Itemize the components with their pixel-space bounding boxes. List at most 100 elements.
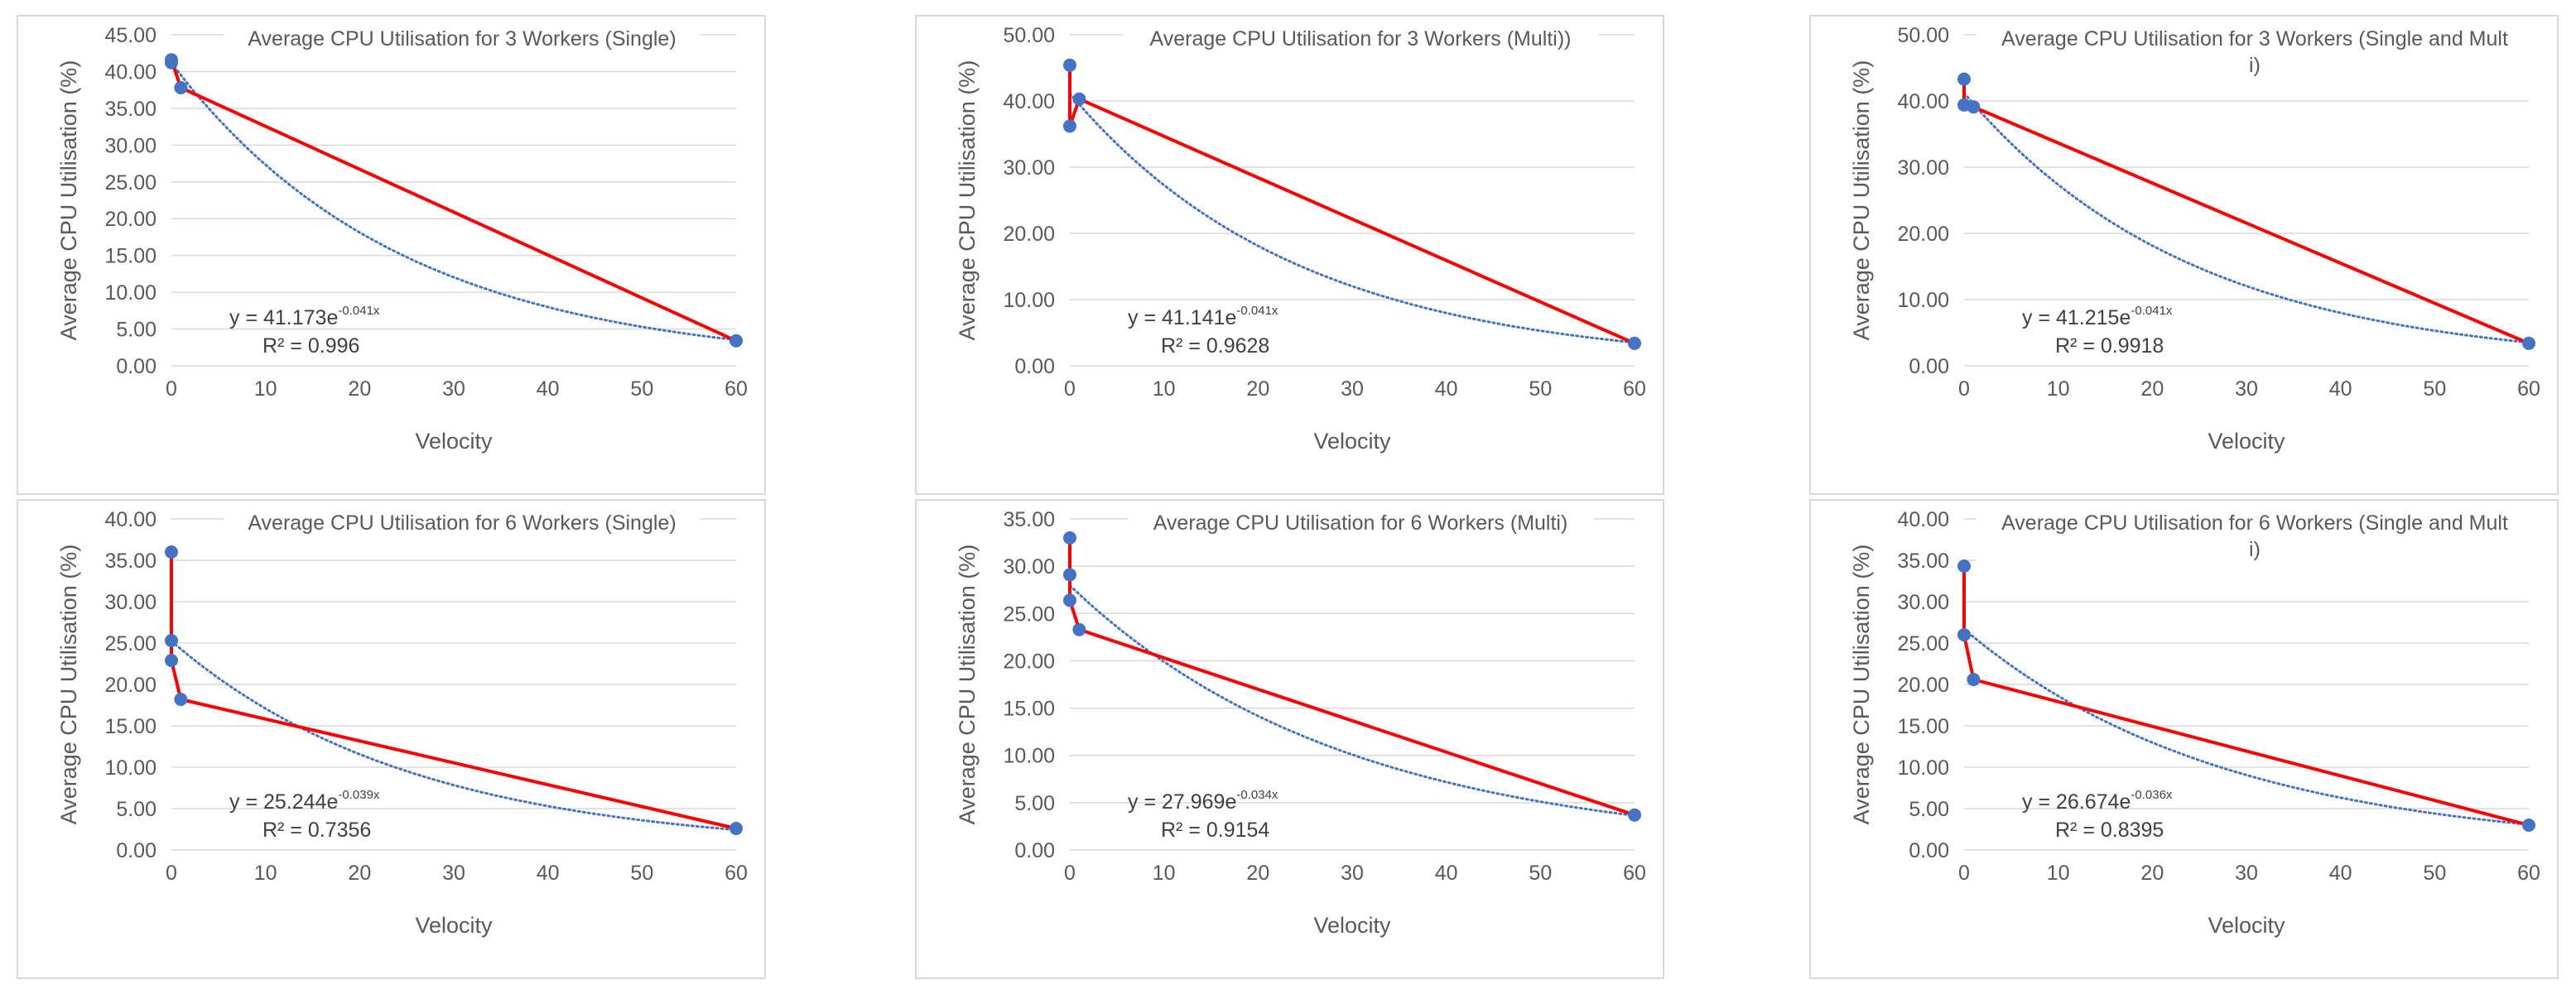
- y-tick-label: 0.00: [116, 839, 156, 862]
- x-tick-label: 10: [2047, 862, 2070, 885]
- x-tick-label: 30: [1341, 862, 1364, 885]
- x-tick-label: 10: [254, 377, 277, 401]
- y-tick-label: 0.00: [1909, 839, 1949, 862]
- chart-title-background: [224, 507, 701, 539]
- y-tick-label: 25.00: [104, 632, 156, 655]
- chart-title-background: [1976, 23, 2534, 81]
- y-tick-label: 0.00: [1014, 839, 1055, 862]
- y-axis-label: Average CPU Utilisation (%): [56, 60, 81, 341]
- y-tick-label: 20.00: [1003, 650, 1055, 673]
- data-point: [1957, 559, 1971, 573]
- data-point: [165, 53, 178, 67]
- chart-svg: 0.00 5.00 10.00 15.00 20.00 25.00 30.00 35.00 40…: [1849, 507, 2540, 938]
- trendline-r-squared: R² = 0.9628: [1161, 334, 1269, 358]
- data-point: [1072, 92, 1086, 106]
- data-point: [2522, 819, 2535, 832]
- data-point: [165, 654, 178, 667]
- chart-svg: 0.00 10.00 20.00 30.00 40.00 50.00 0 10 20 30 40 50…: [955, 23, 1646, 454]
- y-tick-label: 30.00: [1003, 555, 1055, 579]
- trendline-r-squared: R² = 0.996: [262, 334, 359, 358]
- y-tick-label: 20.00: [1897, 674, 1949, 697]
- data-point: [729, 822, 743, 835]
- x-tick-label: 30: [442, 862, 465, 885]
- x-tick-label: 60: [1623, 377, 1646, 401]
- data-point: [1063, 531, 1076, 545]
- x-tick-label: 10: [2047, 377, 2070, 401]
- x-tick-label: 10: [1153, 862, 1176, 885]
- chart-panel-3-workers-single-and-multi: 0.00 10.00 20.00 30.00 40.00 50.00 0 10 20 30 40 50…: [1809, 15, 2559, 495]
- y-tick-label: 35.00: [1897, 550, 1949, 573]
- data-point: [1957, 628, 1971, 641]
- trendline-exponential: [1068, 583, 1636, 817]
- y-tick-label: 25.00: [1003, 603, 1055, 626]
- y-tick-label: 20.00: [104, 674, 156, 697]
- chart-title-background: [1127, 507, 1594, 539]
- series-line: [1962, 79, 2530, 345]
- y-tick-label: 35.00: [104, 550, 156, 573]
- data-point: [1072, 622, 1086, 636]
- y-tick-label: 50.00: [1003, 24, 1055, 47]
- trendline-equation: y = 25.244e-0.039x: [229, 788, 380, 814]
- y-tick-label: 20.00: [104, 208, 156, 231]
- y-tick-label: 0.00: [116, 355, 156, 378]
- x-tick-label: 30: [2235, 862, 2258, 885]
- x-axis-label: Velocity: [1313, 913, 1391, 938]
- x-tick-label: 50: [630, 377, 653, 401]
- trendline-equation: y = 41.141e-0.041x: [1128, 304, 1278, 329]
- chart-title-background: [1122, 23, 1599, 55]
- chart-panel-3-workers-multi: 0.00 10.00 20.00 30.00 40.00 50.00 0 10 20 30 40 50…: [915, 15, 1664, 495]
- data-point: [174, 693, 188, 706]
- x-axis-label: Velocity: [2208, 913, 2285, 938]
- y-axis-label: Average CPU Utilisation (%): [56, 545, 81, 825]
- x-tick-label: 20: [2140, 862, 2164, 885]
- chart-svg: 0.00 5.00 10.00 15.00 20.00 25.00 30.00 35.00 40…: [56, 23, 748, 454]
- x-tick-label: 30: [442, 377, 465, 401]
- y-axis-label: Average CPU Utilisation (%): [1849, 545, 1874, 825]
- y-tick-label: 40.00: [1003, 90, 1055, 113]
- y-tick-label: 10.00: [104, 756, 156, 780]
- x-tick-label: 50: [1529, 377, 1552, 401]
- data-point: [1063, 593, 1076, 607]
- trendline-exponential: [170, 640, 738, 832]
- y-tick-label: 10.00: [1003, 289, 1055, 312]
- y-tick-label: 15.00: [104, 245, 156, 268]
- y-tick-label: 5.00: [1014, 792, 1055, 815]
- trendline-r-squared: R² = 0.7356: [262, 819, 371, 842]
- y-tick-label: 15.00: [104, 715, 156, 738]
- x-tick-label: 50: [2423, 862, 2446, 885]
- chart-panel-6-workers-single: 0.00 5.00 10.00 15.00 20.00 25.00 30.00 35.00 40…: [17, 499, 766, 979]
- x-tick-label: 40: [1435, 862, 1458, 885]
- y-tick-label: 30.00: [1897, 591, 1949, 614]
- y-tick-label: 0.00: [1909, 355, 1949, 378]
- data-point: [1967, 673, 1981, 686]
- x-tick-label: 30: [2235, 377, 2258, 401]
- data-point: [2522, 336, 2535, 350]
- y-tick-label: 10.00: [1003, 745, 1055, 768]
- y-tick-label: 40.00: [1897, 90, 1949, 113]
- x-tick-label: 0: [166, 377, 177, 401]
- x-tick-label: 40: [537, 377, 560, 401]
- y-tick-label: 5.00: [116, 319, 156, 342]
- series-line: [1068, 65, 1635, 345]
- chart-panel-6-workers-multi: 0.00 5.00 10.00 15.00 20.00 25.00 30.00 35.00 0 1…: [915, 499, 1664, 979]
- data-point: [1967, 100, 1981, 114]
- x-tick-label: 10: [254, 862, 277, 885]
- trendline-equation: y = 41.215e-0.041x: [2022, 304, 2173, 329]
- trendline-exponential: [170, 61, 738, 342]
- x-tick-label: 60: [2517, 862, 2540, 885]
- y-tick-label: 25.00: [104, 171, 156, 194]
- y-tick-label: 40.00: [104, 60, 156, 84]
- chart-title: Average CPU Utilisation for 3 Workers (M…: [1150, 27, 1572, 50]
- x-axis-label: Velocity: [2208, 429, 2285, 454]
- trendline-equation: y = 41.173e-0.041x: [229, 304, 380, 329]
- x-tick-label: 40: [1435, 377, 1458, 401]
- data-point: [1063, 568, 1076, 582]
- y-tick-label: 5.00: [116, 798, 156, 821]
- chart-svg: 0.00 5.00 10.00 15.00 20.00 25.00 30.00 35.00 40…: [56, 507, 748, 938]
- chart-title-background: [224, 23, 701, 55]
- chart-title: Average CPU Utilisation for 6 Workers (S…: [248, 511, 676, 535]
- trendline-equation: y = 27.969e-0.034x: [1128, 788, 1278, 814]
- y-tick-label: 45.00: [104, 24, 156, 47]
- chart-title: Average CPU Utilisation for 3 Workers (S…: [2001, 27, 2508, 77]
- trendline-r-squared: R² = 0.9154: [1161, 819, 1269, 842]
